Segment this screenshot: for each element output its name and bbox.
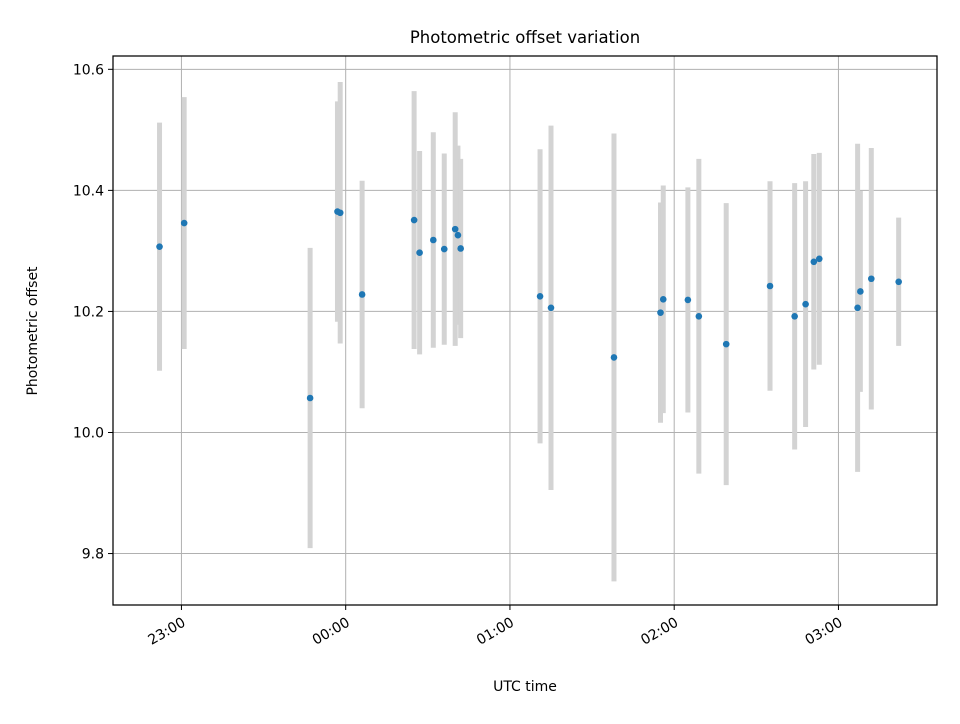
x-axis-label: UTC time (493, 679, 557, 695)
data-point (451, 225, 459, 233)
y-axis-label: Photometric offset (25, 266, 41, 396)
data-points (156, 208, 902, 402)
y-tick-label: 10.4 (73, 183, 104, 199)
data-point (657, 309, 664, 316)
data-point (695, 312, 703, 320)
data-point (440, 245, 448, 253)
data-point (429, 236, 437, 244)
y-axis: 9.8 10.0 10.2 10.4 10.6 (73, 62, 113, 563)
chart-title: Photometric offset variation (410, 28, 640, 47)
y-tick-label: 10.0 (73, 425, 104, 441)
data-point (854, 304, 861, 312)
data-point (306, 394, 314, 402)
data-point (802, 300, 809, 308)
data-point (659, 296, 667, 303)
y-tick-label: 9.8 (82, 547, 104, 563)
data-point (547, 304, 555, 312)
data-point (791, 312, 798, 320)
y-tick-label: 10.6 (73, 62, 104, 78)
plot-frame (112, 55, 938, 606)
data-point (336, 209, 344, 217)
data-point (536, 293, 544, 300)
data-point (416, 249, 423, 257)
data-point (156, 243, 163, 250)
data-point (810, 258, 818, 266)
data-point (857, 288, 864, 295)
data-point (410, 216, 418, 224)
grid (113, 56, 937, 605)
data-point (358, 291, 366, 298)
data-point (454, 231, 462, 239)
data-point (457, 245, 464, 252)
data-point (815, 255, 823, 263)
data-point (867, 275, 875, 283)
data-point (895, 278, 902, 286)
data-point (766, 282, 774, 290)
data-point (610, 354, 618, 361)
data-point (722, 340, 730, 348)
y-tick-label: 10.2 (73, 304, 104, 320)
data-point (180, 219, 188, 227)
data-point (684, 296, 692, 304)
